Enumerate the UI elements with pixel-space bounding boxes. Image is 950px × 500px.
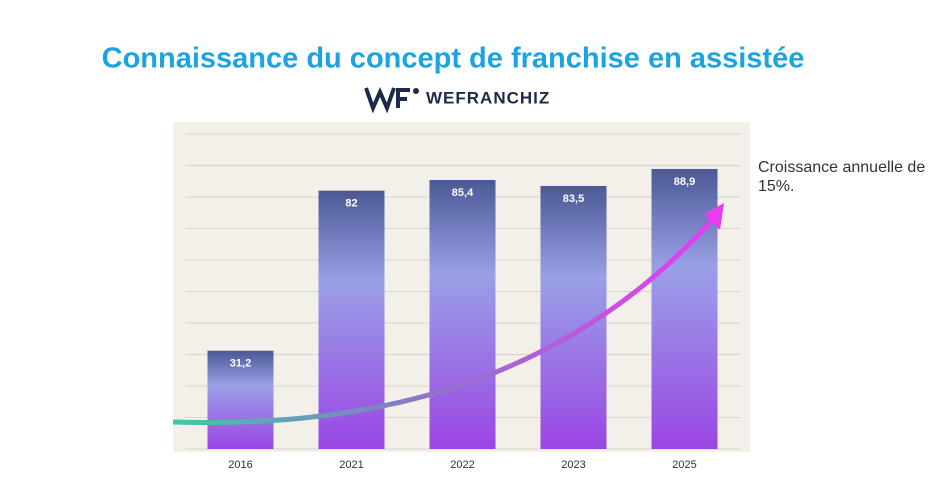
x-tick-label: 2022 [450,459,474,471]
chart-title: Connaissance du concept de franchise en … [102,43,805,75]
value-label: 83,5 [563,193,584,205]
bar [207,350,274,449]
x-tick-label: 2021 [339,459,363,471]
value-label: 31,2 [230,358,251,370]
x-tick-label: 2025 [672,459,696,471]
brand: WEFRANCHIZ [426,88,550,107]
growth-arrow [172,216,716,426]
bar [651,168,718,449]
arrow-head [704,203,724,230]
value-label: 85,4 [452,187,474,199]
logo-icon [364,87,419,114]
value-label: 88,9 [674,176,695,188]
x-tick-label: 2023 [561,459,585,471]
annotation: Croissance annuelle de 15%. [758,159,926,195]
value-label: 82 [345,198,357,210]
x-tick-label: 2016 [228,459,252,471]
bar [429,179,496,450]
